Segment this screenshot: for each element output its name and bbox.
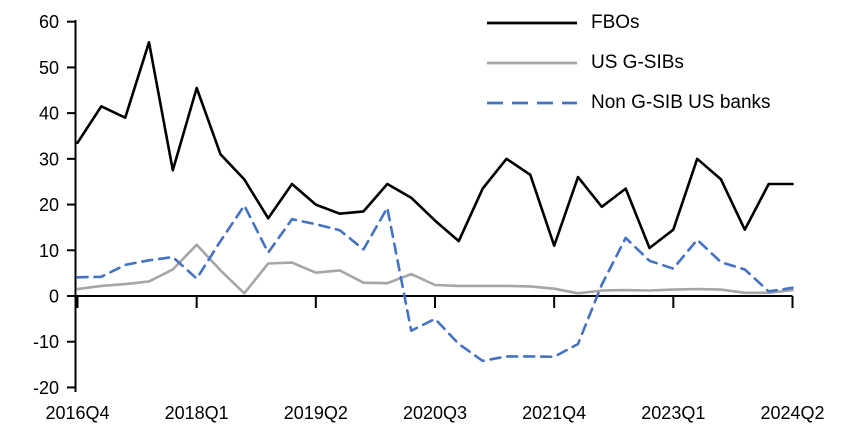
y-tick-label: 0 [49, 287, 59, 307]
x-tick-label: 2023Q1 [641, 403, 705, 423]
x-tick-label: 2018Q1 [165, 403, 229, 423]
series-line-non-g-sib-us-banks [76, 204, 794, 363]
y-tick-label: 20 [39, 195, 59, 215]
x-tick-label: 2024Q2 [760, 403, 824, 423]
x-tick-label: 2020Q3 [403, 403, 467, 423]
legend-label-fbos: FBOs [591, 12, 640, 33]
legend: FBOs US G-SIBs Non G-SIB US banks [487, 3, 771, 123]
y-tick-label: 10 [39, 241, 59, 261]
legend-item-non-gsib: Non G-SIB US banks [487, 83, 771, 123]
x-tick-label: 2019Q2 [284, 403, 348, 423]
legend-item-us-gsibs: US G-SIBs [487, 43, 771, 83]
x-tick-label: 2016Q4 [45, 403, 109, 423]
y-tick-label: 30 [39, 149, 59, 169]
x-tick-label: 2021Q4 [522, 403, 586, 423]
y-tick-label: 60 [39, 12, 59, 32]
legend-line-fbos-icon [487, 21, 577, 25]
series-line-us-g-sibs [76, 243, 794, 295]
legend-label-non-gsib: Non G-SIB US banks [591, 92, 771, 113]
y-tick-label: 40 [39, 104, 59, 124]
legend-item-fbos: FBOs [487, 3, 771, 43]
y-tick-label: 50 [39, 58, 59, 78]
legend-line-us-gsibs-icon [487, 61, 577, 65]
legend-label-us-gsibs: US G-SIBs [591, 52, 684, 73]
y-tick-label: -10 [33, 332, 59, 352]
legend-line-non-gsib-icon [487, 101, 577, 105]
series-line-fbos [76, 40, 794, 250]
y-tick-label: -20 [33, 378, 59, 398]
